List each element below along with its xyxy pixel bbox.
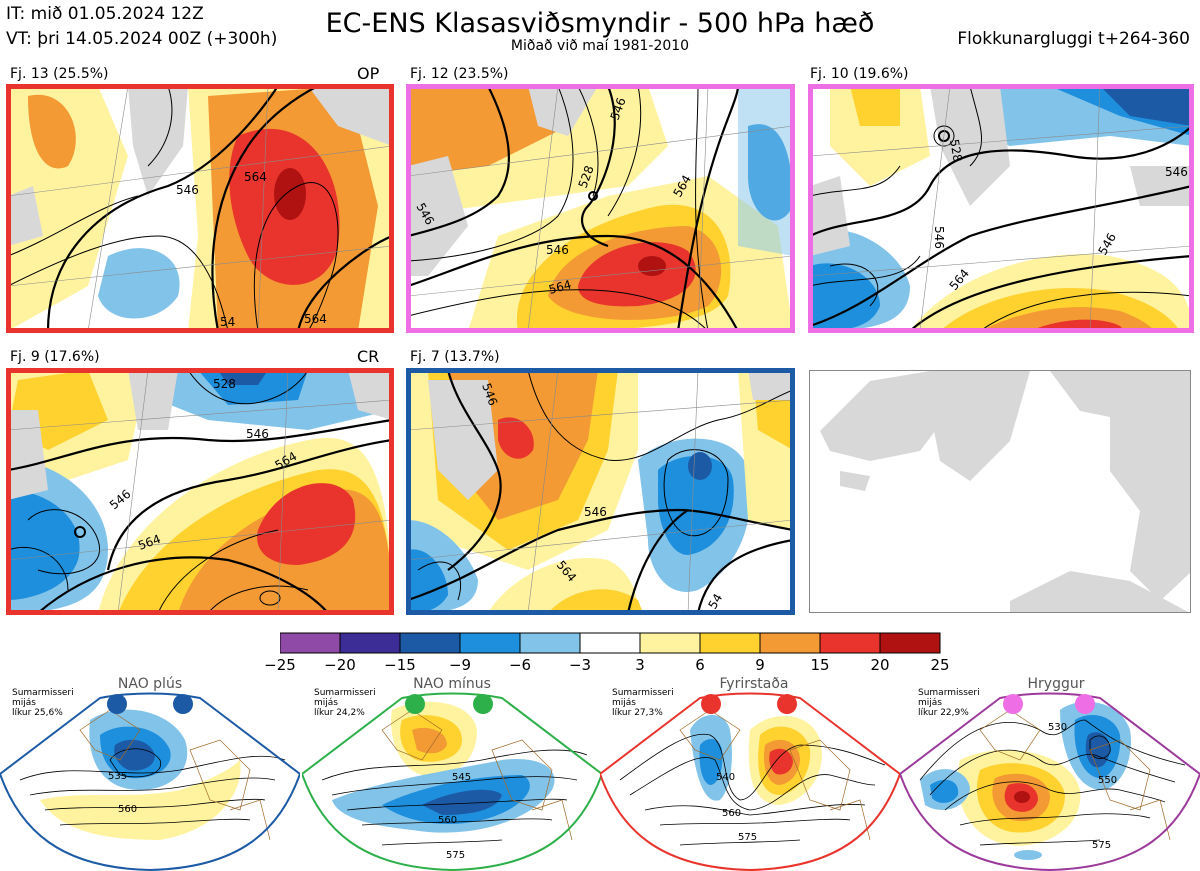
contour-label: 528 — [213, 377, 236, 391]
colorbar-tick-label: 15 — [810, 656, 830, 674]
colorbar-swatch — [519, 632, 581, 654]
cluster-label: Fj. 13 (25.5%) — [10, 66, 109, 82]
contour-label: 564 — [547, 277, 573, 296]
cluster-tag: CR — [357, 347, 380, 366]
valid-time: VT: þri 14.05.2024 00Z (+300h) — [6, 29, 278, 49]
cluster-map-2: 546 528 564 546 564 546 — [408, 86, 793, 331]
colorbar-tick-label: 3 — [635, 656, 645, 674]
contour-label: 54 — [220, 315, 235, 329]
contour-label: 528 — [947, 138, 965, 163]
cluster-label: Fj. 7 (13.7%) — [410, 349, 500, 365]
colorbar-tick-label: −15 — [384, 656, 416, 674]
contour-label: 575 — [1092, 840, 1111, 851]
colorbar-swatch — [399, 632, 461, 654]
regime-name: NAO mínus — [413, 676, 491, 692]
contour-label: 546 — [584, 505, 607, 519]
contour-label: 546 — [1165, 165, 1188, 179]
page-title: EC-ENS Klasasviðsmyndir - 500 hPa hæð — [325, 8, 875, 39]
contour-label: 560 — [438, 815, 457, 826]
page-subtitle: Miðað við maí 1981-2010 — [510, 38, 690, 54]
regime-map-ridge: 530 550 575 — [900, 692, 1200, 871]
contour-label: 550 — [1098, 775, 1117, 786]
classification-window: Flokkunargluggi t+264-360 — [957, 29, 1190, 49]
contour-label: 560 — [118, 804, 137, 815]
regime-map-nao-minus: 545 560 575 — [302, 692, 602, 871]
contour-label: 546 — [932, 226, 946, 249]
empty-basemap — [809, 370, 1191, 613]
regime-name: Fyrirstaða — [719, 676, 789, 692]
cluster-map-3: 528 546 546 564 546 — [810, 86, 1192, 331]
colorbar-tick-label: 9 — [755, 656, 765, 674]
colorbar-swatch — [339, 632, 401, 654]
colorbar-swatch — [819, 632, 881, 654]
init-time: IT: mið 01.05.2024 12Z — [6, 4, 204, 24]
colorbar-tick-label: −9 — [448, 656, 472, 674]
contour-label: 540 — [716, 772, 735, 783]
regime-name: NAO plús — [117, 676, 183, 692]
regime-map-nao-plus: 535 560 — [0, 692, 300, 871]
regime-map-blocking: 540 560 575 — [600, 692, 900, 871]
regime-note: Sumarmisseri mijás líkur 25,6% — [12, 688, 74, 718]
cluster-map-1: 546 564 564 54 — [8, 86, 392, 331]
colorbar-tick-label: 25 — [930, 656, 950, 674]
contour-label: 545 — [452, 772, 471, 783]
contour-label: 564 — [304, 312, 327, 326]
contour-label: 546 — [546, 243, 569, 257]
colorbar-tick-label: 6 — [695, 656, 705, 674]
contour-label: 546 — [176, 183, 199, 197]
colorbar-swatch — [699, 632, 761, 654]
cluster-label: Fj. 10 (19.6%) — [810, 66, 909, 82]
colorbar-tick-label: −6 — [508, 656, 532, 674]
contour-label: 575 — [446, 850, 465, 861]
regime-note: Sumarmisseri mijás líkur 22,9% — [918, 688, 980, 718]
colorbar-tick-label: −25 — [264, 656, 296, 674]
colorbar-swatch — [639, 632, 701, 654]
cluster-label: Fj. 9 (17.6%) — [10, 349, 100, 365]
colorbar-tick-label: −3 — [568, 656, 592, 674]
contour-label: 575 — [738, 832, 757, 843]
colorbar-swatch — [459, 632, 521, 654]
cluster-map-4: 528 546 546 564 564 — [8, 370, 392, 613]
colorbar — [280, 632, 941, 654]
colorbar-swatch — [280, 632, 341, 654]
colorbar-tick-label: 20 — [870, 656, 890, 674]
contour-label: 564 — [244, 170, 267, 184]
cluster-tag: OP — [357, 64, 380, 83]
colorbar-swatch — [579, 632, 641, 654]
cluster-label: Fj. 12 (23.5%) — [410, 66, 509, 82]
contour-label: 530 — [1048, 722, 1067, 733]
colorbar-tick-label: −20 — [324, 656, 356, 674]
contour-label: 560 — [722, 808, 741, 819]
colorbar-swatch — [759, 632, 821, 654]
regime-note: Sumarmisseri mijás líkur 27,3% — [612, 688, 674, 718]
regime-name: Hryggur — [1027, 676, 1085, 692]
contour-label: 535 — [108, 771, 127, 782]
regime-note: Sumarmisseri mijás líkur 24,2% — [314, 688, 376, 718]
contour-label: 546 — [246, 427, 269, 441]
colorbar-swatch — [879, 632, 941, 654]
contour-label: 54 — [705, 591, 725, 611]
cluster-map-5: 546 546 564 54 — [408, 370, 793, 613]
